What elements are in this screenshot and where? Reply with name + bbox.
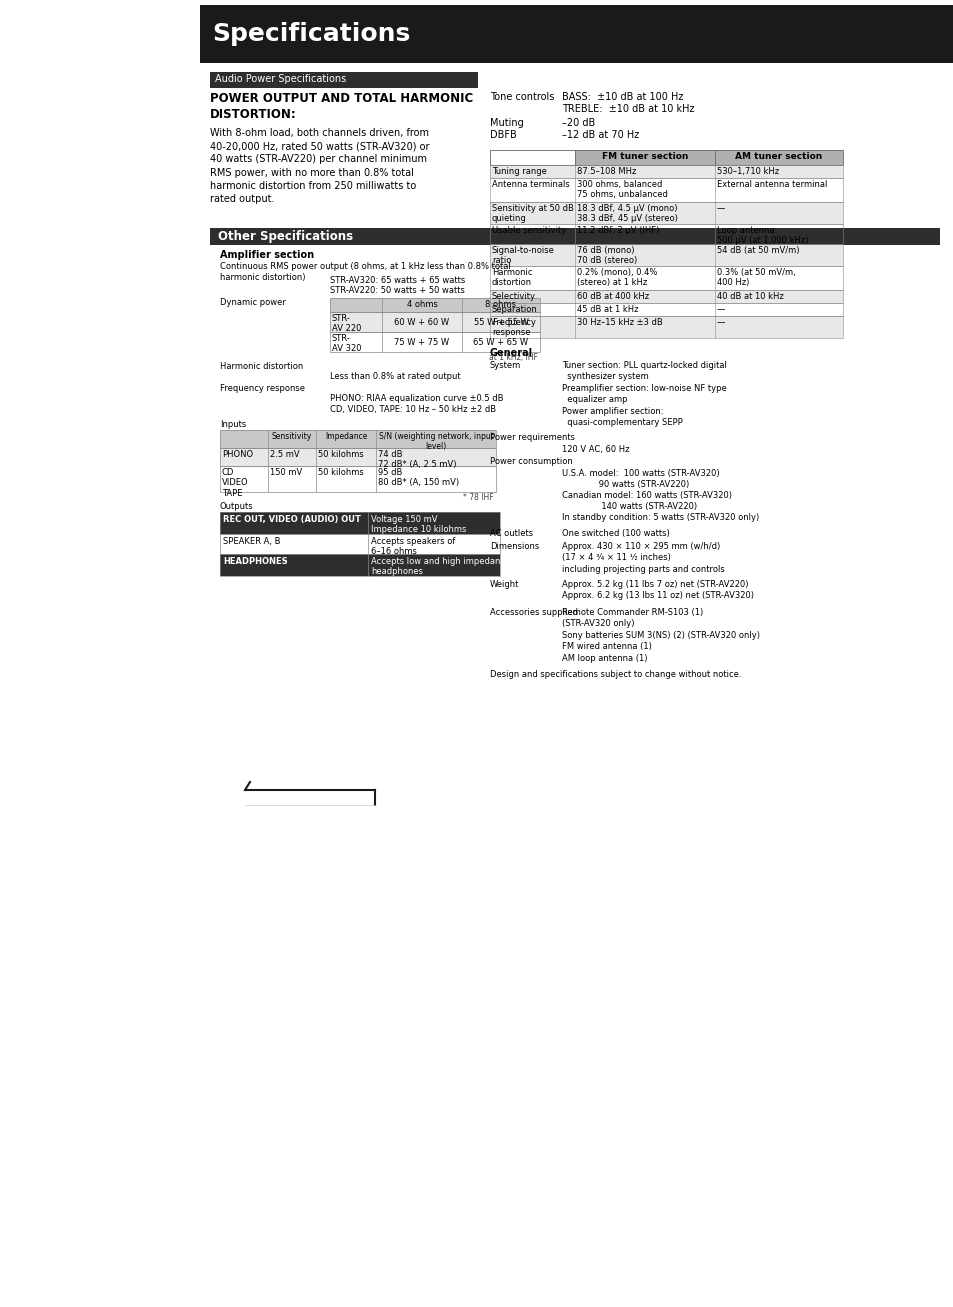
Text: —: — <box>717 204 724 213</box>
Text: U.S.A. model:  100 watts (STR-AV320)
              90 watts (STR-AV220)
Canadian: U.S.A. model: 100 watts (STR-AV320) 90 w… <box>561 469 759 523</box>
Text: Weight: Weight <box>490 580 518 589</box>
Text: System: System <box>490 361 520 370</box>
Text: Accepts low and high impedance
headphones: Accepts low and high impedance headphone… <box>371 557 510 576</box>
Text: 65 W + 65 W: 65 W + 65 W <box>473 339 528 346</box>
Text: at 1 kHz, IHF: at 1 kHz, IHF <box>489 353 537 362</box>
Text: –12 dB at 70 Hz: –12 dB at 70 Hz <box>561 129 639 140</box>
Text: 95 dB
80 dB* (A, 150 mV): 95 dB 80 dB* (A, 150 mV) <box>377 468 458 488</box>
Text: Accessories supplied: Accessories supplied <box>490 608 578 617</box>
Bar <box>200 5 953 63</box>
Bar <box>220 467 496 491</box>
Text: Tone controls: Tone controls <box>490 91 554 102</box>
Text: Less than 0.8% at rated output: Less than 0.8% at rated output <box>330 372 460 382</box>
Text: Impedance: Impedance <box>324 433 367 440</box>
Bar <box>220 448 496 467</box>
Text: Signal-to-noise
ratio: Signal-to-noise ratio <box>492 246 555 265</box>
Bar <box>330 312 539 332</box>
Bar <box>490 223 842 244</box>
Bar <box>220 467 496 491</box>
Text: 0.3% (at 50 mV/m,
400 Hz): 0.3% (at 50 mV/m, 400 Hz) <box>717 268 795 288</box>
Text: PHONO: RIAA equalization curve ±0.5 dB
CD, VIDEO, TAPE: 10 Hz – 50 kHz ±2 dB: PHONO: RIAA equalization curve ±0.5 dB C… <box>330 393 503 414</box>
Text: 50 kilohms: 50 kilohms <box>317 450 363 459</box>
Text: Power consumption: Power consumption <box>490 457 572 467</box>
Text: Selectivity: Selectivity <box>492 291 536 301</box>
Text: DBFB: DBFB <box>490 129 517 140</box>
Text: Design and specifications subject to change without notice.: Design and specifications subject to cha… <box>490 670 740 680</box>
Text: 300 ohms, balanced
75 ohms, unbalanced: 300 ohms, balanced 75 ohms, unbalanced <box>577 180 667 200</box>
Bar <box>220 430 496 448</box>
Text: Amplifier section: Amplifier section <box>220 250 314 260</box>
Bar <box>330 332 539 352</box>
Text: –20 dB: –20 dB <box>561 118 595 128</box>
Text: —: — <box>717 318 724 327</box>
Bar <box>490 244 842 267</box>
Bar <box>330 312 539 332</box>
Bar <box>490 267 842 290</box>
Text: Outputs: Outputs <box>220 502 253 511</box>
Bar <box>490 290 842 303</box>
Bar <box>210 227 939 244</box>
Text: STR-AV220: 50 watts + 50 watts: STR-AV220: 50 watts + 50 watts <box>330 286 464 295</box>
Bar <box>490 303 842 316</box>
Bar <box>714 150 842 165</box>
Text: With 8-ohm load, both channels driven, from
40-20,000 Hz, rated 50 watts (STR-AV: With 8-ohm load, both channels driven, f… <box>210 128 429 204</box>
Text: 50 kilohms: 50 kilohms <box>317 468 363 477</box>
Text: 60 W + 60 W: 60 W + 60 W <box>394 318 449 327</box>
Text: Dynamic power: Dynamic power <box>220 298 286 307</box>
Text: Remote Commander RM-S103 (1)
(STR-AV320 only)
Sony batteries SUM 3(NS) (2) (STR-: Remote Commander RM-S103 (1) (STR-AV320 … <box>561 608 760 663</box>
Bar <box>220 554 499 576</box>
Text: 87.5–108 MHz: 87.5–108 MHz <box>577 167 636 176</box>
Bar <box>490 165 842 178</box>
Bar <box>210 72 477 88</box>
Text: Usable sensitivity: Usable sensitivity <box>492 226 566 235</box>
Text: STR-AV320: 65 watts + 65 watts: STR-AV320: 65 watts + 65 watts <box>330 276 465 285</box>
Text: 45 dB at 1 kHz: 45 dB at 1 kHz <box>577 305 638 314</box>
Bar <box>220 448 496 467</box>
Text: 76 dB (mono)
70 dB (stereo): 76 dB (mono) 70 dB (stereo) <box>577 246 637 265</box>
Text: 55 W + 55 W: 55 W + 55 W <box>473 318 528 327</box>
Text: Frequency response: Frequency response <box>220 384 305 393</box>
Bar <box>490 290 842 303</box>
Bar <box>490 223 842 244</box>
Bar <box>330 298 539 312</box>
Text: HEADPHONES: HEADPHONES <box>223 557 287 566</box>
Bar <box>220 512 499 535</box>
Text: POWER OUTPUT AND TOTAL HARMONIC
DISTORTION:: POWER OUTPUT AND TOTAL HARMONIC DISTORTI… <box>210 91 473 122</box>
Text: 2.5 mV: 2.5 mV <box>270 450 299 459</box>
Text: Approx. 5.2 kg (11 lbs 7 oz) net (STR-AV220)
Approx. 6.2 kg (13 lbs 11 oz) net (: Approx. 5.2 kg (11 lbs 7 oz) net (STR-AV… <box>561 580 753 600</box>
Text: Power requirements: Power requirements <box>490 433 575 442</box>
Text: Specifications: Specifications <box>212 22 410 46</box>
Text: 74 dB
72 dB* (A, 2.5 mV): 74 dB 72 dB* (A, 2.5 mV) <box>377 450 456 469</box>
Text: 120 V AC, 60 Hz: 120 V AC, 60 Hz <box>561 444 629 454</box>
Text: 11.2 dBf, 2 μV (IHF): 11.2 dBf, 2 μV (IHF) <box>577 226 659 235</box>
Text: STR-
AV 220: STR- AV 220 <box>332 314 361 333</box>
Text: Separation: Separation <box>492 305 537 314</box>
Text: 530–1,710 kHz: 530–1,710 kHz <box>717 167 779 176</box>
Bar <box>220 554 499 576</box>
Text: 18.3 dBf, 4.5 μV (mono)
38.3 dBf, 45 μV (stereo): 18.3 dBf, 4.5 μV (mono) 38.3 dBf, 45 μV … <box>577 204 678 223</box>
Bar <box>490 165 842 178</box>
Text: CD
VIDEO
TAPE: CD VIDEO TAPE <box>222 468 249 498</box>
Text: AC outlets: AC outlets <box>490 529 533 538</box>
Text: BASS:  ±10 dB at 100 Hz
TREBLE:  ±10 dB at 10 kHz: BASS: ±10 dB at 100 Hz TREBLE: ±10 dB at… <box>561 91 694 115</box>
Text: PHONO: PHONO <box>222 450 253 459</box>
Bar <box>490 203 842 223</box>
Text: 4 ohms: 4 ohms <box>406 301 437 308</box>
Text: 60 dB at 400 kHz: 60 dB at 400 kHz <box>577 291 648 301</box>
Bar <box>220 430 496 448</box>
Text: Frequency
response: Frequency response <box>492 318 536 337</box>
Bar <box>220 535 499 554</box>
Text: Muting: Muting <box>490 118 523 128</box>
Text: S/N (weighting network, input
level): S/N (weighting network, input level) <box>378 433 493 451</box>
Text: Audio Power Specifications: Audio Power Specifications <box>214 74 346 84</box>
Text: Harmonic distortion: Harmonic distortion <box>220 362 303 371</box>
Text: External antenna terminal: External antenna terminal <box>717 180 826 190</box>
Text: —: — <box>717 305 724 314</box>
Text: Sensitivity at 50 dB
quieting: Sensitivity at 50 dB quieting <box>492 204 574 223</box>
Text: Continuous RMS power output (8 ohms, at 1 kHz less than 0.8% total
harmonic dist: Continuous RMS power output (8 ohms, at … <box>220 261 510 282</box>
Text: One switched (100 watts): One switched (100 watts) <box>561 529 669 538</box>
Bar <box>490 316 842 339</box>
Text: Other Specifications: Other Specifications <box>218 230 353 243</box>
Text: Tuner section: PLL quartz-locked digital
  synthesizer system
Preamplifier secti: Tuner section: PLL quartz-locked digital… <box>561 361 726 427</box>
Text: 75 W + 75 W: 75 W + 75 W <box>394 339 449 346</box>
